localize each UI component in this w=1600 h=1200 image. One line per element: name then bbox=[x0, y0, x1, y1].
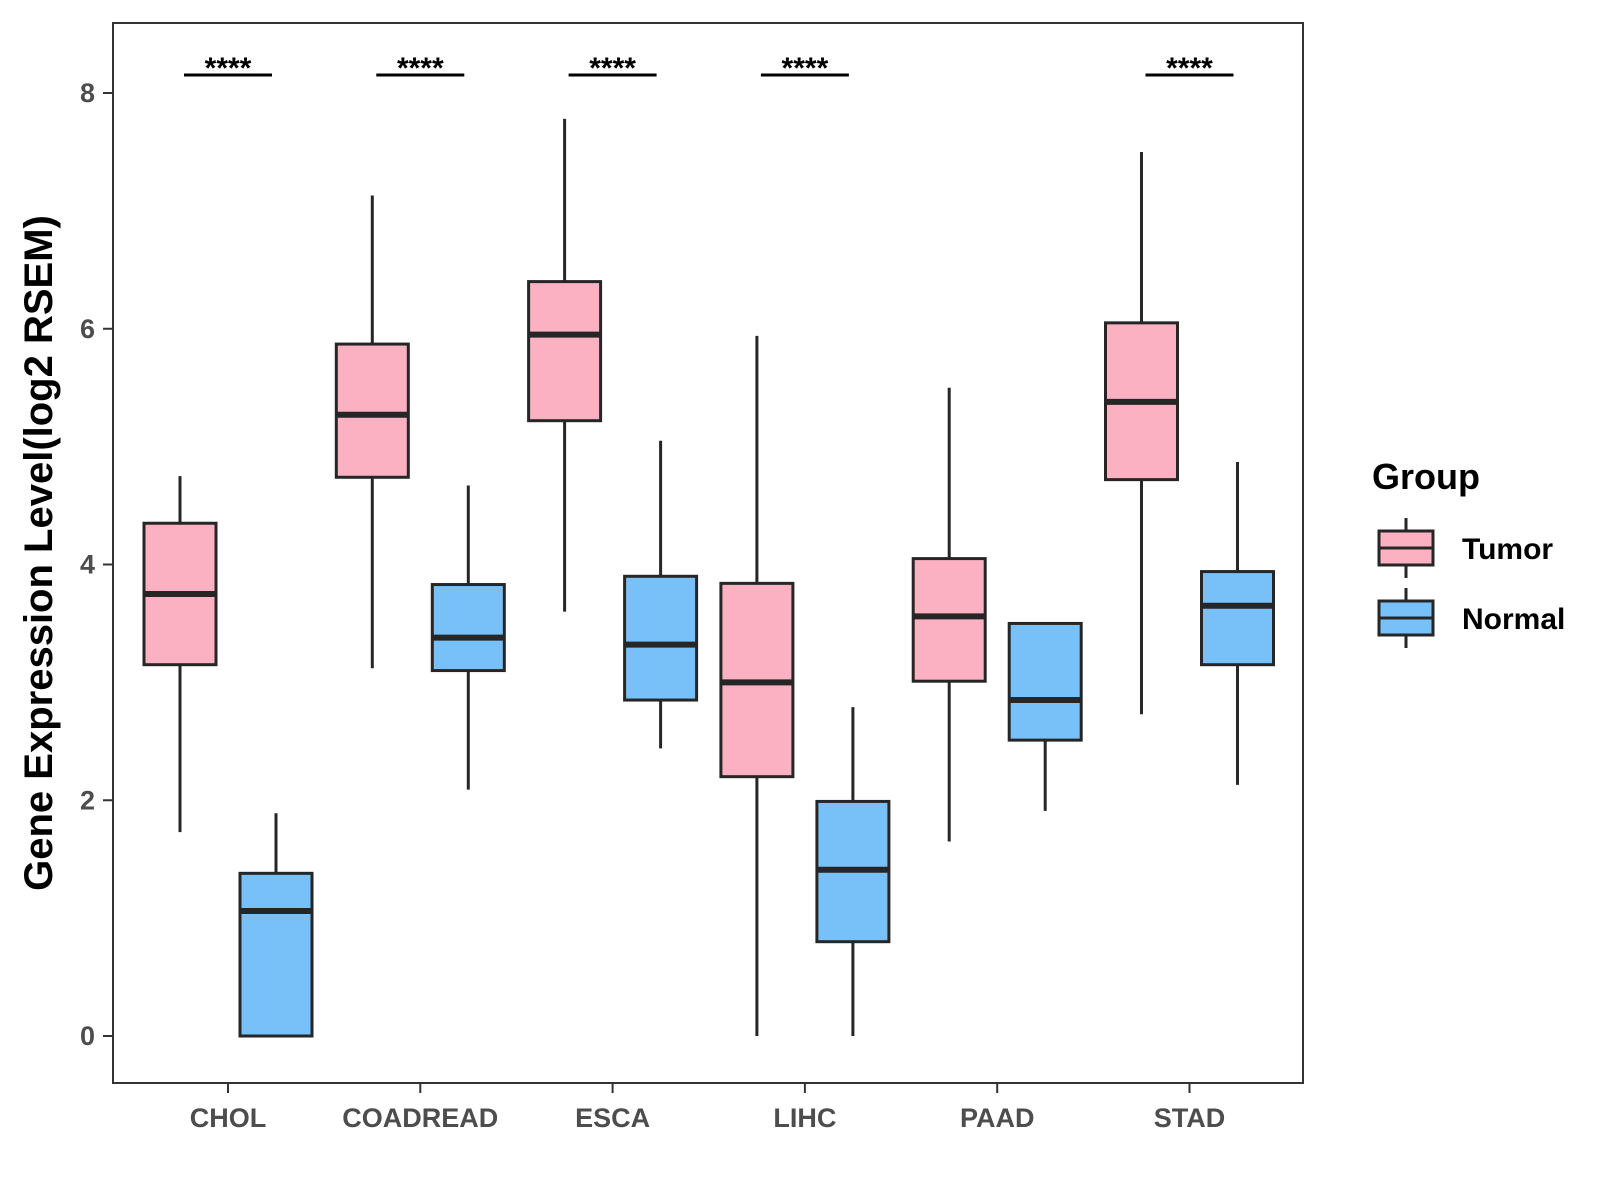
legend-label-normal: Normal bbox=[1462, 603, 1565, 636]
y-tick-label: 6 bbox=[80, 314, 95, 344]
box-normal-chol bbox=[238, 813, 314, 1038]
box-body bbox=[911, 557, 987, 683]
box-normal-esca bbox=[623, 440, 699, 749]
y-axis-label: Gene Expression Level(log2 RSEM) bbox=[17, 215, 61, 891]
box-tumor-lihc bbox=[719, 335, 795, 1036]
x-tick-label: COADREAD bbox=[342, 1103, 498, 1133]
panel-border bbox=[112, 22, 1304, 1084]
x-tick-label: PAAD bbox=[960, 1103, 1035, 1133]
significance-stars: **** bbox=[397, 52, 444, 85]
x-tick-label: ESCA bbox=[575, 1103, 650, 1133]
box-tumor-esca bbox=[527, 118, 603, 612]
box-body bbox=[238, 871, 314, 1038]
box-tumor-coadread bbox=[334, 195, 410, 669]
legend-item-tumor: Tumor bbox=[1377, 518, 1553, 578]
box-tumor-chol bbox=[142, 476, 218, 833]
box-normal-coadread bbox=[430, 485, 506, 790]
y-tick-label: 4 bbox=[80, 550, 95, 580]
x-tick-label: LIHC bbox=[773, 1103, 836, 1133]
significance-coadread: **** bbox=[376, 52, 465, 85]
axes: 0 2 4 6 8 CHOL COADREAD ESCA LIHC PAAD STAD bbox=[80, 78, 1225, 1133]
significance-chol: **** bbox=[184, 52, 272, 85]
significance-lihc: **** bbox=[760, 52, 849, 85]
legend-item-normal: Normal bbox=[1377, 588, 1565, 648]
box-body bbox=[527, 280, 603, 423]
box-body bbox=[1007, 621, 1083, 742]
box-body bbox=[1200, 570, 1275, 667]
significance-stars: **** bbox=[782, 52, 829, 85]
legend-label-tumor: Tumor bbox=[1462, 533, 1553, 566]
box-body bbox=[430, 583, 506, 673]
significance-stars: **** bbox=[1166, 52, 1213, 85]
box-tumor-stad bbox=[1104, 151, 1179, 715]
y-tick-label: 0 bbox=[80, 1021, 95, 1051]
box-normal-stad bbox=[1200, 461, 1275, 785]
legend-title: Group bbox=[1372, 456, 1480, 497]
y-tick-label: 8 bbox=[80, 78, 95, 108]
legend: Group Tumor Normal bbox=[1372, 456, 1565, 648]
box-body bbox=[623, 574, 699, 702]
x-tick-label: STAD bbox=[1154, 1103, 1226, 1133]
box-body bbox=[334, 342, 410, 479]
x-tick-label: CHOL bbox=[190, 1103, 267, 1133]
significance-stars: **** bbox=[589, 52, 636, 85]
plot-area: **** **** **** **** **** bbox=[142, 52, 1275, 1038]
significance-stars: **** bbox=[205, 52, 252, 85]
y-tick-label: 2 bbox=[80, 785, 95, 815]
box-normal-lihc bbox=[815, 707, 891, 1036]
box-tumor-paad bbox=[911, 387, 987, 842]
significance-stad: **** bbox=[1145, 52, 1234, 85]
significance-esca: **** bbox=[568, 52, 657, 85]
box-normal-paad bbox=[1007, 621, 1083, 811]
